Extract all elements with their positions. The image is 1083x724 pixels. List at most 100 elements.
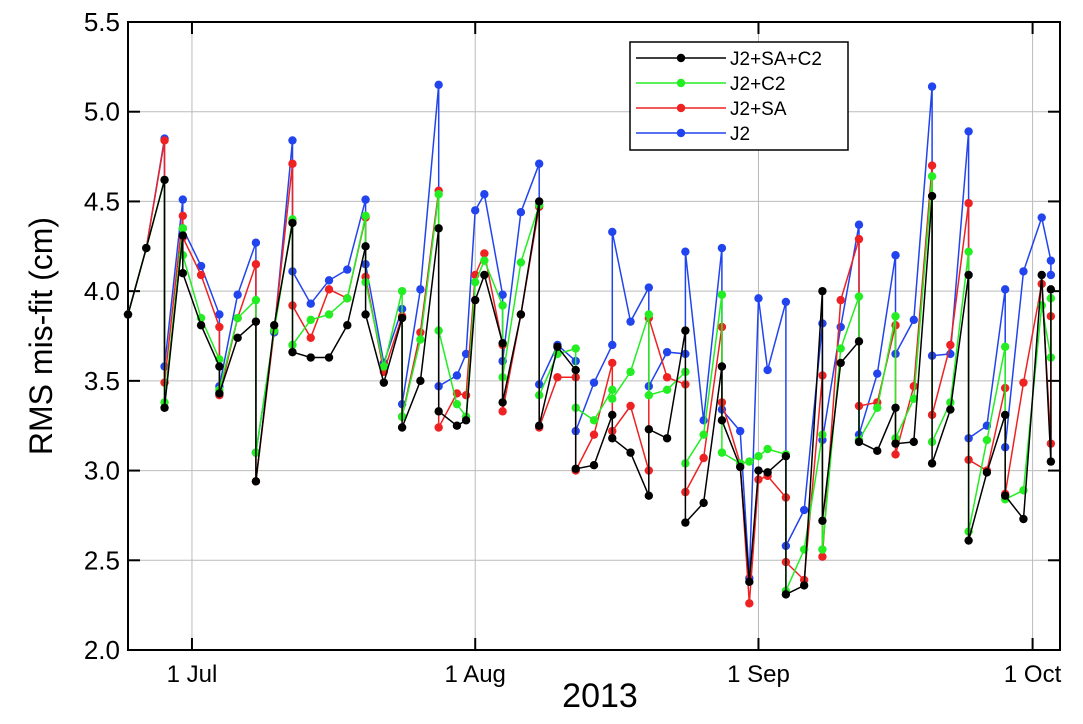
data-point <box>1000 342 1010 351</box>
data-point <box>452 371 462 380</box>
data-point <box>927 161 937 170</box>
data-point <box>891 251 900 260</box>
data-point <box>873 446 882 456</box>
data-point <box>123 310 133 319</box>
series-line <box>127 84 1052 579</box>
data-point <box>781 590 791 599</box>
data-point <box>781 452 791 461</box>
data-point <box>644 491 654 500</box>
data-point <box>379 378 389 387</box>
data-point <box>754 466 763 475</box>
data-point <box>416 376 425 386</box>
data-point <box>964 536 973 545</box>
data-point <box>1046 256 1056 265</box>
data-point <box>452 399 462 409</box>
data-point <box>196 270 206 280</box>
data-point <box>498 407 507 416</box>
data-point <box>589 460 599 470</box>
data-point <box>416 328 425 337</box>
data-point <box>1000 491 1010 500</box>
data-point <box>891 439 900 448</box>
data-point <box>799 581 809 590</box>
data-point <box>534 197 544 206</box>
data-point <box>324 310 334 319</box>
data-point <box>160 403 169 412</box>
data-point <box>717 243 727 253</box>
data-point <box>964 247 973 256</box>
data-point <box>324 276 334 285</box>
data-point <box>818 286 827 296</box>
data-point <box>434 407 443 416</box>
data-point <box>836 295 845 305</box>
data-point <box>745 457 754 466</box>
legend: J2+SA+C2 J2+C2 J2+SA J2 <box>629 41 849 151</box>
data-point <box>178 224 188 233</box>
legend-marker <box>676 103 686 113</box>
data-point <box>1046 270 1056 280</box>
x-tick-label: 1 Jul <box>167 661 218 688</box>
data-point <box>681 518 690 527</box>
data-point <box>818 516 827 526</box>
data-point <box>1037 270 1046 280</box>
legend-label: J2+SA+C2 <box>730 49 822 70</box>
data-point <box>662 434 672 443</box>
data-point <box>196 261 206 271</box>
data-point <box>416 285 425 294</box>
data-point <box>233 290 242 299</box>
data-point <box>608 410 617 420</box>
x-tick-label: 1 Sep <box>727 661 790 688</box>
data-point <box>306 353 315 362</box>
data-point <box>1019 267 1028 276</box>
data-point <box>818 552 827 561</box>
data-point <box>534 421 544 430</box>
data-point <box>306 315 315 325</box>
data-point <box>516 207 526 217</box>
y-tick-label: 5.5 <box>84 7 120 37</box>
legend-marker <box>676 128 686 138</box>
data-point <box>873 369 882 378</box>
data-point <box>397 286 407 296</box>
data-point <box>836 322 845 332</box>
data-point <box>626 448 635 457</box>
data-point <box>589 416 599 425</box>
data-point <box>251 295 261 305</box>
y-axis-label: RMS mis-fit (cm) <box>23 217 59 455</box>
data-point <box>379 362 389 371</box>
data-point <box>571 464 580 473</box>
data-point <box>324 285 334 294</box>
plot-area <box>128 22 1060 650</box>
data-point <box>927 172 937 181</box>
data-point <box>434 190 443 199</box>
data-point <box>891 450 900 459</box>
data-point <box>964 199 973 208</box>
data-point <box>571 365 580 375</box>
data-point <box>854 234 864 244</box>
data-point <box>699 453 708 463</box>
data-point <box>964 127 973 136</box>
y-tick-label: 4.0 <box>84 276 120 306</box>
data-point <box>553 373 562 382</box>
data-point <box>1037 213 1046 222</box>
x-tick-label: 1 Oct <box>1004 661 1062 688</box>
data-point <box>251 238 261 247</box>
data-point <box>233 333 242 342</box>
data-point <box>891 312 900 321</box>
data-point <box>818 545 827 554</box>
data-point <box>324 353 334 362</box>
data-point <box>480 270 489 280</box>
data-point <box>480 256 489 265</box>
data-point <box>434 80 443 90</box>
data-point <box>781 297 791 307</box>
data-point <box>516 258 526 267</box>
data-point <box>644 391 654 400</box>
data-point <box>626 367 635 377</box>
data-point <box>178 211 188 220</box>
data-point <box>836 344 845 353</box>
data-point <box>215 389 224 398</box>
legend-marker <box>676 78 686 88</box>
data-point <box>480 249 489 258</box>
legend-box <box>629 41 849 151</box>
data-point <box>608 394 617 403</box>
data-point <box>608 227 617 237</box>
data-point <box>434 423 443 432</box>
